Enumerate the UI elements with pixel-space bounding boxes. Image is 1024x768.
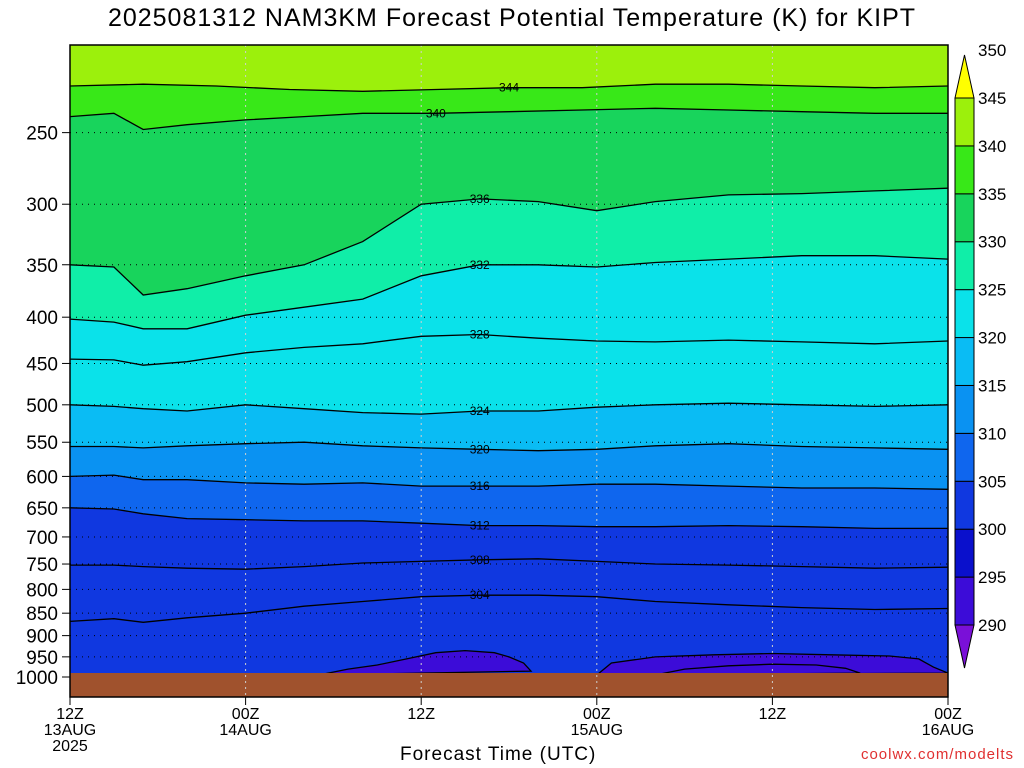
x-tick-label-12-2: 14AUG bbox=[219, 722, 271, 739]
y-tick-label-900: 900 bbox=[26, 627, 58, 648]
y-tick-label-500: 500 bbox=[26, 396, 58, 417]
colorbar-label-350: 350 bbox=[978, 41, 1006, 60]
x-tick-label-0-1: 12Z bbox=[56, 706, 84, 723]
colorbar-swatch-11 bbox=[954, 97, 975, 147]
colorbar-label-325: 325 bbox=[978, 281, 1006, 300]
isotherm-label-344: 344 bbox=[499, 81, 519, 95]
colorbar-swatch-4 bbox=[954, 432, 975, 482]
y-tick-label-950: 950 bbox=[26, 648, 58, 669]
theta-pool-300 bbox=[328, 650, 531, 673]
colorbar-label-310: 310 bbox=[978, 424, 1006, 443]
theta-shading bbox=[70, 45, 948, 673]
isotherm-304 bbox=[70, 594, 948, 623]
x-tick-label-60-1: 00Z bbox=[934, 706, 962, 723]
colorbar-label-305: 305 bbox=[978, 472, 1006, 491]
colorbar-swatch-3 bbox=[954, 480, 975, 530]
y-tick-label-250: 250 bbox=[26, 124, 58, 145]
y-tick-label-400: 400 bbox=[26, 308, 58, 329]
isotherm-label-316: 316 bbox=[470, 479, 490, 493]
y-tick-label-450: 450 bbox=[26, 354, 58, 375]
colorbar-swatch-6 bbox=[954, 337, 975, 386]
colorbar: 290 295 300 305 310 315 320 325 330 335 340 345 350 bbox=[954, 41, 1006, 669]
isotherm-label-328: 328 bbox=[470, 327, 490, 341]
colorbar-swatch-8 bbox=[954, 241, 975, 291]
x-tick-label-48-1: 12Z bbox=[759, 706, 787, 723]
ground-band bbox=[70, 673, 948, 697]
colorbar-label-300: 300 bbox=[978, 520, 1006, 539]
y-tick-label-850: 850 bbox=[26, 604, 58, 625]
colorbar-label-320: 320 bbox=[978, 329, 1006, 348]
isotherm-labels: 344 340 336 332 328 324 320 316 312 308 304 bbox=[426, 81, 520, 602]
colorbar-swatch-2 bbox=[954, 528, 975, 578]
colorbar-swatch-1 bbox=[954, 576, 975, 626]
plot-frame bbox=[69, 44, 949, 698]
colorbar-label-340: 340 bbox=[978, 137, 1006, 156]
isotherm-296 bbox=[661, 663, 861, 673]
colorbar-swatch-9 bbox=[954, 193, 975, 243]
isotherm-316 bbox=[70, 474, 948, 490]
x-tick-label-36-2: 15AUG bbox=[571, 722, 623, 739]
y-tick-label-700: 700 bbox=[26, 528, 58, 549]
theta-band-345 bbox=[70, 45, 948, 79]
x-tick-label-24-1: 12Z bbox=[407, 706, 435, 723]
isotherm-label-304: 304 bbox=[470, 588, 490, 602]
theta-pool-296 bbox=[665, 664, 860, 673]
y-tick-label-750: 750 bbox=[26, 555, 58, 576]
isotherm-label-332: 332 bbox=[470, 258, 490, 272]
y-tick-label-1000: 1000 bbox=[16, 668, 58, 689]
colorbar-swatch-12 bbox=[954, 54, 975, 99]
y-axis-ticks: 2503003504004505005506006507007508008509… bbox=[16, 124, 70, 689]
colorbar-swatch-5 bbox=[954, 384, 975, 434]
colorbar-label-330: 330 bbox=[978, 233, 1006, 252]
credit-link[interactable]: coolwx.com/modelts bbox=[860, 746, 1014, 763]
x-tick-label-60-2: 16AUG bbox=[922, 722, 974, 739]
colorbar-label-315: 315 bbox=[978, 376, 1006, 395]
colorbar-swatch-7 bbox=[954, 289, 975, 339]
isotherm-300 bbox=[325, 649, 533, 673]
colorbar-label-295: 295 bbox=[978, 568, 1006, 587]
isotherm-324 bbox=[70, 402, 948, 415]
y-tick-label-300: 300 bbox=[26, 195, 58, 216]
isotherm-308 bbox=[70, 558, 948, 570]
isotherm-label-320: 320 bbox=[470, 442, 490, 456]
isotherm-336 bbox=[70, 187, 948, 296]
y-tick-label-550: 550 bbox=[26, 433, 58, 454]
x-axis-title: Forecast Time (UTC) bbox=[400, 744, 597, 765]
y-tick-label-800: 800 bbox=[26, 580, 58, 601]
colorbar-label-290: 290 bbox=[978, 616, 1006, 635]
theta-pool-300 bbox=[599, 653, 948, 673]
colorbar-swatch-10 bbox=[954, 145, 975, 195]
isotherm-328 bbox=[70, 333, 948, 366]
isotherm-label-308: 308 bbox=[470, 553, 490, 567]
colorbar-label-345: 345 bbox=[978, 89, 1006, 108]
x-tick-label-12-1: 00Z bbox=[232, 706, 260, 723]
y-tick-label-350: 350 bbox=[26, 256, 58, 277]
isotherm-lines bbox=[70, 83, 948, 673]
colorbar-swatch-0 bbox=[954, 624, 975, 669]
isotherm-label-312: 312 bbox=[470, 519, 490, 533]
isotherm-332 bbox=[70, 255, 948, 330]
chart-title: 2025081312 NAM3KM Forecast Potential Tem… bbox=[107, 4, 917, 32]
y-tick-label-600: 600 bbox=[26, 467, 58, 488]
x-tick-label-0-2: 13AUG bbox=[44, 722, 96, 739]
y-tick-label-650: 650 bbox=[26, 499, 58, 520]
isotherm-label-336: 336 bbox=[470, 192, 490, 206]
isotherm-300 bbox=[598, 652, 948, 673]
isotherm-label-324: 324 bbox=[470, 404, 490, 418]
isotherm-340 bbox=[70, 107, 948, 131]
isotherm-312 bbox=[70, 507, 948, 530]
colorbar-label-335: 335 bbox=[978, 185, 1006, 204]
x-tick-label-36-1: 00Z bbox=[583, 706, 611, 723]
isotherm-344 bbox=[70, 83, 948, 92]
x-tick-label-0-3: 2025 bbox=[52, 738, 88, 755]
isotherm-label-340: 340 bbox=[426, 106, 446, 120]
isotherm-320 bbox=[70, 441, 948, 452]
